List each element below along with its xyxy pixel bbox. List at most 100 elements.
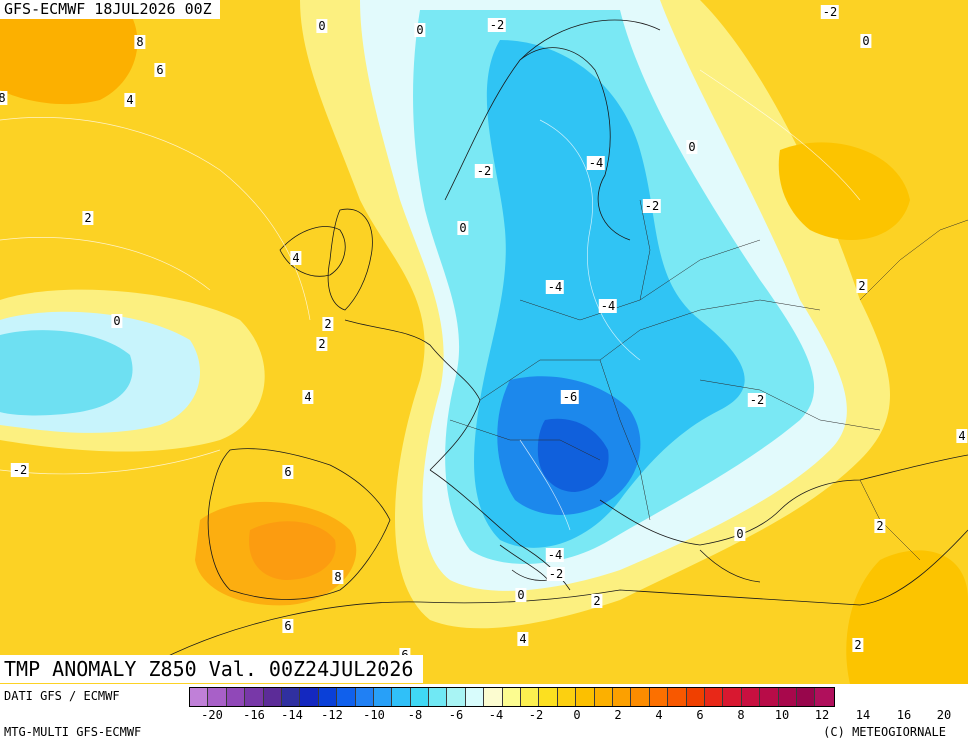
legend-swatch — [502, 688, 522, 706]
legend-tick-label: -20 — [201, 708, 223, 722]
legend-swatch — [539, 688, 558, 706]
run-label: GFS-ECMWF 18JUL2026 00Z — [0, 0, 220, 19]
contour-label-libya-coast: 2 — [591, 594, 603, 608]
country-borders — [449, 199, 968, 561]
legend-swatch — [355, 688, 374, 706]
legend-swatch — [263, 688, 282, 706]
contour-label-mid-atlantic: 2 — [82, 211, 94, 225]
contour-label-norwegian-sea: 0 — [414, 23, 426, 37]
legend-swatch — [686, 688, 705, 706]
iberia-hot-core — [249, 521, 336, 580]
contour-label-northwest-russia: 0 — [686, 140, 698, 154]
contour-label-northwest-russia-top: -2 — [820, 5, 840, 19]
legend-swatch — [815, 688, 834, 706]
legend-swatch — [465, 688, 485, 706]
legend-swatch — [576, 688, 595, 706]
legend-tick-label: -4 — [488, 708, 504, 722]
legend-swatch — [723, 688, 742, 706]
legend-swatch — [373, 688, 393, 706]
legend-swatch — [704, 688, 724, 706]
legend-tick-label: 12 — [814, 708, 830, 722]
contour-label-levant: 2 — [852, 638, 864, 652]
anomaly-map: 0 0 -2 -2 0 8 6 4 8 -4 0 -2 -2 2 0 4 -4 -4 2 0 2 2 -6 4 -2 -2 4 6 2 0… — [0, 0, 968, 684]
contour-label-atlantic-azores: -2 — [10, 463, 30, 477]
legend-tick-label: 0 — [573, 708, 581, 722]
contour-label-finland: -4 — [586, 156, 606, 170]
contour-label-turkey-east: 2 — [874, 519, 886, 533]
contour-label-aegean: 0 — [734, 527, 746, 541]
legend-swatch — [594, 688, 613, 706]
contour-label-belarus: -4 — [598, 299, 618, 313]
legend-swatch — [337, 688, 356, 706]
legend-swatch — [741, 688, 761, 706]
contour-label-bay-of-biscay: 4 — [302, 390, 314, 404]
contour-label-english-channel: 2 — [316, 337, 328, 351]
contour-label-hungary: -6 — [560, 390, 580, 404]
russia-warm-spot — [778, 142, 910, 240]
legend-tick-label: 2 — [614, 708, 622, 722]
legend-tick-label: -14 — [281, 708, 303, 722]
nw-warm-spot — [0, 0, 138, 105]
legend-tick-label: -10 — [363, 708, 385, 722]
legend-tick-label: 20 — [936, 708, 952, 722]
map-canvas — [0, 0, 968, 684]
legend-swatch — [760, 688, 779, 706]
contour-label-russia-east: 2 — [856, 279, 868, 293]
contour-label-east-atlantic: 0 — [111, 314, 123, 328]
contour-label-northwest-atlantic: 8 — [134, 35, 146, 49]
legend-tick-label: -16 — [243, 708, 265, 722]
legend-swatch — [612, 688, 632, 706]
model-label: MTG-MULTI GFS-ECMWF — [4, 725, 142, 739]
contour-label-northwest-atlantic: 4 — [124, 93, 136, 107]
contour-label-tunisia: 0 — [515, 588, 527, 602]
contour-label-west-edge: 8 — [0, 91, 8, 105]
contour-label-southern-sweden: -4 — [545, 280, 565, 294]
levant-warm-spot — [846, 550, 968, 684]
contour-label-morocco: 6 — [282, 619, 294, 633]
legend-swatch — [226, 688, 246, 706]
legend-swatch — [392, 688, 411, 706]
legend-tick-label: -8 — [407, 708, 423, 722]
contour-label-southern-spain: 8 — [332, 570, 344, 584]
legend-tick-label: -2 — [528, 708, 544, 722]
legend-swatch — [447, 688, 466, 706]
legend-swatch — [245, 688, 264, 706]
contour-label-northwest-atlantic: 6 — [154, 63, 166, 77]
contour-label-sicily: -2 — [546, 567, 566, 581]
contour-label-baltic-states: -2 — [642, 199, 662, 213]
legend-tick-label: -12 — [321, 708, 343, 722]
legend-swatch — [429, 688, 448, 706]
legend-tick-label: 6 — [696, 708, 704, 722]
contour-label-northern-spain: 6 — [282, 465, 294, 479]
legend-swatch — [778, 688, 797, 706]
copyright-label: (C) METEOGIORNALE — [823, 725, 946, 739]
contour-label-libya: 4 — [517, 632, 529, 646]
contour-label-north-atlantic-top: 0 — [316, 19, 328, 33]
contour-label-caucasus-edge: 4 — [956, 429, 968, 443]
contour-label-ukraine: -2 — [747, 393, 767, 407]
legend-tick-label: 10 — [774, 708, 790, 722]
legend-swatch — [484, 688, 503, 706]
legend-swatch — [557, 688, 577, 706]
legend-swatch — [649, 688, 669, 706]
contour-label-ireland: 4 — [290, 251, 302, 265]
contour-label-norway-coast: -2 — [474, 164, 494, 178]
data-source-label: DATI GFS / ECMWF — [4, 689, 120, 703]
atlantic-minus2-band — [0, 330, 133, 416]
legend-tick-label: 4 — [655, 708, 663, 722]
legend-tick-label: 14 — [855, 708, 871, 722]
contour-label-northern-scandinavia: -2 — [487, 18, 507, 32]
contour-label-southern-italy: -4 — [545, 548, 565, 562]
legend-swatch — [281, 688, 301, 706]
minus6-core — [537, 418, 609, 492]
contour-label-north-sea: 0 — [457, 221, 469, 235]
legend-tick-label: -6 — [448, 708, 464, 722]
legend-swatch — [521, 688, 540, 706]
color-scale-legend — [189, 687, 835, 707]
legend-tick-label: 8 — [737, 708, 745, 722]
legend-swatch — [796, 688, 816, 706]
legend-swatch — [208, 688, 227, 706]
legend-swatch — [300, 688, 319, 706]
legend-swatch — [668, 688, 687, 706]
legend-swatch — [318, 688, 338, 706]
